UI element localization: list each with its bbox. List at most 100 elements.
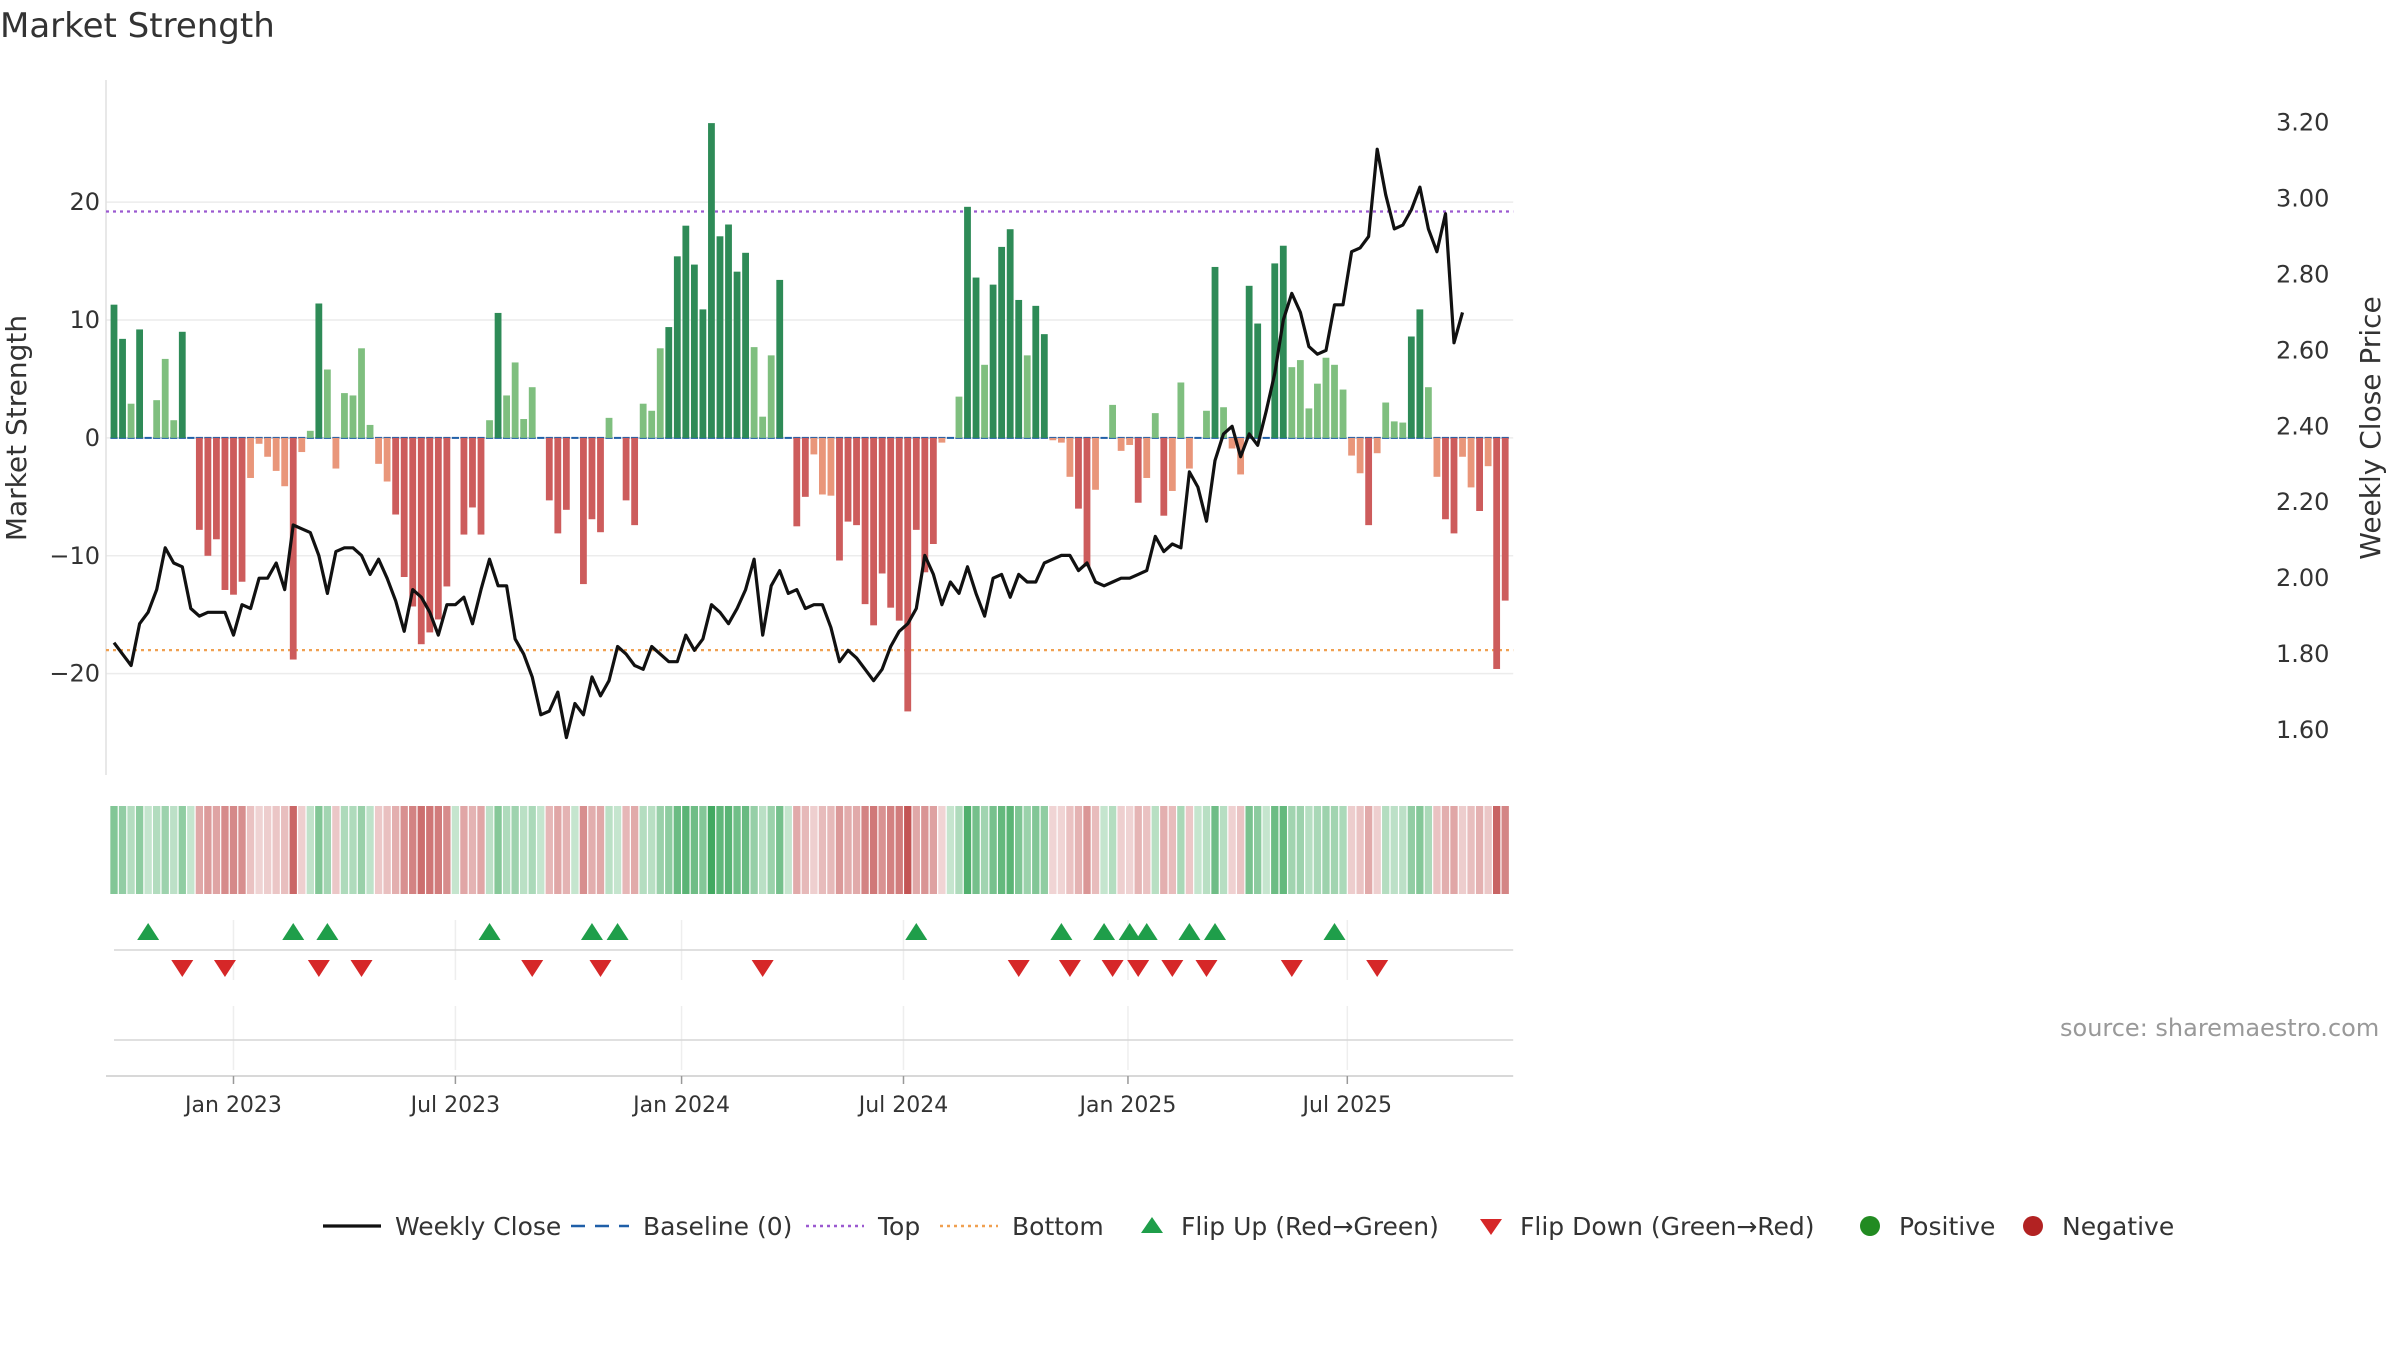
strip-cell [665,806,673,894]
strength-bar [1040,334,1048,438]
strip-cell [1364,806,1373,894]
strip-cell [1117,806,1125,894]
strength-bar [989,284,997,438]
strip-cell [1458,806,1467,894]
strip-cell [357,806,366,894]
strip-cell [776,806,784,894]
strip-cell [315,806,323,894]
flip-up-marker [606,923,629,940]
legend-label: Bottom [1012,1211,1104,1241]
strength-bar [955,396,963,438]
strength-bar [1168,437,1176,491]
strength-bar [1407,336,1415,438]
strength-bar [1322,357,1330,438]
flip-down-marker [350,960,373,977]
strip-cell [716,806,724,894]
strength-bar [247,437,254,478]
strength-bar [836,437,843,561]
strength-bar [341,393,348,438]
strip-cell [1143,806,1151,894]
strength-bar [580,437,587,585]
strip-cell [460,806,468,894]
strip-cell [1228,806,1236,894]
strip-cell [1023,806,1031,894]
strip-cell [528,806,536,894]
strength-bar [1356,437,1364,474]
strength-bar [486,420,493,438]
strip-cell [263,806,272,894]
strip-cell [1100,806,1108,894]
strip-cell [1040,806,1048,894]
strength-bar [178,331,186,438]
strip-cell [562,806,571,894]
weekly-close-legend-icon [323,1224,381,1228]
y2-tick-label: 2.80 [2276,260,2329,288]
strength-bar [1023,355,1031,438]
strength-bar [1467,437,1475,488]
strength-bar [1117,437,1125,451]
strip-cell [1467,806,1475,894]
strip-cell [332,806,340,894]
flip-down-marker [213,960,236,977]
y-tick-label: −20 [49,660,100,688]
strip-cell [520,806,528,894]
strip-cell [818,806,827,894]
strength-bar [1416,309,1424,438]
strength-bar [588,437,596,520]
strength-heat-strip [110,806,1509,894]
strength-bar [545,437,553,501]
strength-bar [895,437,903,621]
strip-cell [767,806,775,894]
strength-bar [1433,437,1441,477]
strip-cell [1160,806,1168,894]
bottom-legend-icon [940,1224,998,1228]
strength-bar [605,417,613,438]
strength-bar [1459,437,1466,457]
strip-cell [690,806,699,894]
strip-cell [298,806,306,894]
flip-markers [114,923,1514,977]
strip-cell [349,806,357,894]
strength-bar [1177,382,1185,438]
y2-tick-label: 3.00 [2276,185,2329,213]
legend-label: Flip Up (Red→Green) [1181,1211,1439,1241]
strength-bar [819,437,826,495]
strength-bar [1339,389,1347,438]
strip-cell [946,806,955,894]
strength-bar [1066,437,1074,477]
strength-bar [1245,285,1253,438]
strip-cell [844,806,852,894]
strength-bar [827,437,835,496]
legend-item: Negative [2018,1204,2174,1248]
strength-bar [716,236,724,438]
strip-cell [144,806,152,894]
strength-bar [272,437,280,471]
strip-cell [340,806,349,894]
strip-cell [1185,806,1194,894]
y2-axis-label: Weekly Close Price [2354,296,2387,559]
flip-up-legend-icon [1141,1217,1163,1233]
strip-cell [238,806,246,894]
strength-bar [221,437,229,590]
strength-bar [1015,299,1023,438]
strength-bar [1032,305,1040,438]
y-tick-label: −10 [49,542,100,570]
strength-bar [725,224,732,438]
strength-bar [1092,437,1099,490]
strip-cell [613,806,622,894]
strip-cell [1475,806,1484,894]
legend-item: Flip Down (Green→Red) [1476,1204,1815,1248]
strip-cell [426,806,434,894]
strip-cell [827,806,835,894]
weekly-close-line [112,147,1465,740]
strip-cell [195,806,204,894]
strip-cell [1125,806,1134,894]
strip-cell [904,806,912,894]
strength-bar [844,437,852,522]
strength-bar [1220,407,1227,438]
strip-cell [724,806,733,894]
strip-cell [204,806,212,894]
strip-cell [997,806,1006,894]
strip-cell [1390,806,1398,894]
